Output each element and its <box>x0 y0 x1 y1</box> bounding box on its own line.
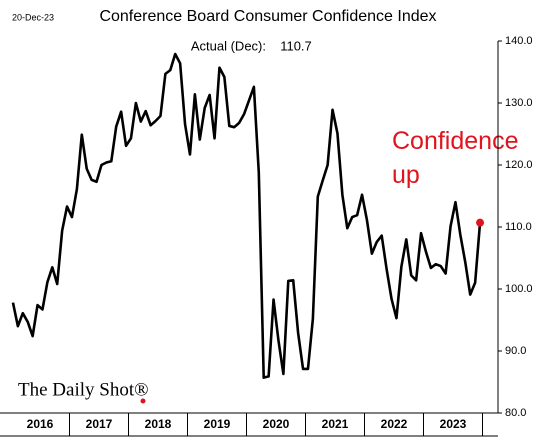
x-tick-label: 2017 <box>86 417 113 431</box>
x-tick-label: 2021 <box>322 417 349 431</box>
x-tick-label: 2018 <box>145 417 172 431</box>
y-tick-label: 100.0 <box>505 283 533 295</box>
line <box>11 52 482 379</box>
date: 20-Dec-23 <box>12 12 54 22</box>
x-tick-label: 2022 <box>381 417 408 431</box>
source-logo: The Daily Shot® <box>18 379 149 400</box>
chart-title: Conference Board Consumer Confidence Ind… <box>99 8 436 25</box>
logo-dot <box>140 398 146 404</box>
x-tick-label: 2019 <box>204 417 231 431</box>
subtitle: Actual (Dec): <box>191 38 266 53</box>
y-tick-label: 80.0 <box>505 407 526 419</box>
y-tick-label: 130.0 <box>505 97 533 109</box>
x-tick-label: 2016 <box>27 417 54 431</box>
subtitle-value: 110.7 <box>280 38 312 53</box>
x-tick-label: 2020 <box>263 417 290 431</box>
y-tick-label: 140.0 <box>505 35 533 47</box>
annotation: Confidence up <box>392 127 518 189</box>
last-point <box>476 218 485 227</box>
y-tick-label: 120.0 <box>505 159 533 171</box>
y-tick-label: 90.0 <box>505 345 526 357</box>
y-tick-label: 110.0 <box>505 221 532 233</box>
x-tick-label: 2023 <box>440 417 467 431</box>
